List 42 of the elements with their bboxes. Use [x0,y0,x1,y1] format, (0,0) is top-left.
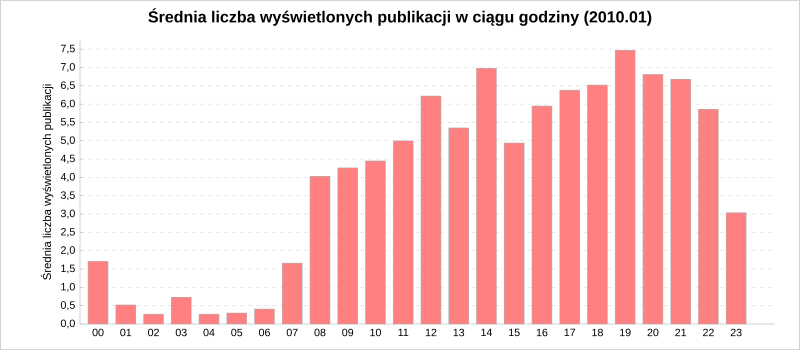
x-tick-label: 02 [148,328,159,336]
y-axis-title: Średnia liczba wyświetlonych publikacji [40,84,54,280]
y-tick-label: 4,5 [60,154,75,164]
y-tick-label: 7,0 [61,63,75,72]
y-tick-label: 1,0 [61,282,75,292]
y-tick-label: 7,5 [61,44,75,54]
x-tick-label: 08 [314,328,326,336]
x-tick-label: 21 [675,328,686,336]
x-tick-label: 16 [536,328,548,336]
x-tick-label: 10 [370,328,381,336]
y-tick-label: 6,5 [61,81,75,90]
y-tick-label: 2,0 [61,246,75,256]
x-tick-label: 05 [231,328,242,336]
x-tick-label: 07 [286,328,298,336]
x-tick-label: 11 [398,328,408,336]
chart-title: Średnia liczba wyświetlonych publikacji w ciągu godziny (2010.01) [148,8,652,26]
y-tick-label: 2,5 [61,228,75,237]
x-tick-label: 09 [342,328,354,336]
y-tick-label: 0,0 [60,320,75,328]
x-tick-label: 18 [592,328,603,336]
x-tick-label: 14 [481,328,492,336]
y-tick-label: 1,5 [61,264,75,274]
x-tick-label: 17 [564,328,576,336]
x-tick-label: 06 [258,328,270,336]
x-tick-label: 13 [454,328,464,336]
x-tick-label: 19 [620,328,631,336]
y-tick-label: 5,0 [60,136,75,146]
x-tick-label: 15 [509,328,520,336]
y-tick-label: 0,5 [60,301,75,310]
x-tick-label: 04 [204,328,215,336]
y-tick-label: 3,5 [60,191,75,200]
y-tick-label: 4,0 [60,173,75,182]
y-tick-label: 5,5 [60,118,75,127]
x-tick-label: 12 [426,328,436,336]
x-tick-label: 03 [176,328,187,336]
y-tick-label: 6,0 [61,100,75,109]
x-tick-label: 01 [120,328,132,336]
x-tick-label: 23 [730,328,742,336]
x-tick-label: 00 [92,328,104,336]
y-tick-label: 3,0 [60,210,75,218]
x-tick-label: 22 [703,328,714,336]
x-tick-label: 20 [648,328,658,336]
